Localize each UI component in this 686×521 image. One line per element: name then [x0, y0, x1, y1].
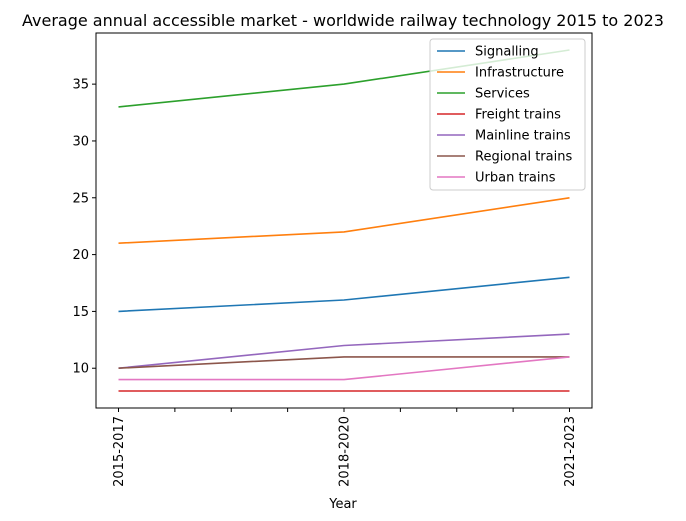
legend-label-6: Urban trains — [475, 171, 556, 186]
series-line-0 — [118, 276, 570, 313]
x-tick-label: 2021-2023 — [563, 416, 578, 487]
legend-label-3: Freight trains — [475, 108, 561, 123]
y-tick-label: 35 — [72, 78, 89, 93]
y-tick-label: 30 — [72, 134, 89, 149]
series-line-5 — [118, 356, 570, 369]
x-axis: 2015-2017 2018-2020 2021-2023 — [112, 408, 578, 487]
legend-box — [429, 38, 586, 191]
x-tick-label: 2015-2017 — [112, 416, 127, 487]
y-tick-label: 10 — [72, 362, 89, 377]
x-tick-label: 2018-2020 — [338, 416, 353, 487]
plot-lines — [118, 49, 570, 392]
legend-label-1: Infrastructure — [475, 66, 564, 81]
legend-label-5: Regional trains — [475, 150, 572, 165]
y-tick-label: 15 — [72, 305, 89, 320]
y-tick-label: 25 — [72, 191, 89, 206]
x-axis-label: Year — [328, 497, 357, 512]
y-axis: 10 15 20 25 30 35 — [72, 78, 96, 377]
legend-label-4: Mainline trains — [475, 129, 571, 144]
legend-label-2: Services — [475, 87, 530, 102]
series-line-6 — [118, 356, 570, 381]
legend: Signalling Infrastructure Services Freight … — [429, 38, 586, 191]
series-line-4 — [118, 333, 570, 369]
chart-title: Average annual accessible market - world… — [22, 11, 664, 30]
legend-label-0: Signalling — [475, 45, 539, 60]
y-tick-label: 20 — [72, 248, 89, 263]
series-line-1 — [118, 197, 570, 244]
